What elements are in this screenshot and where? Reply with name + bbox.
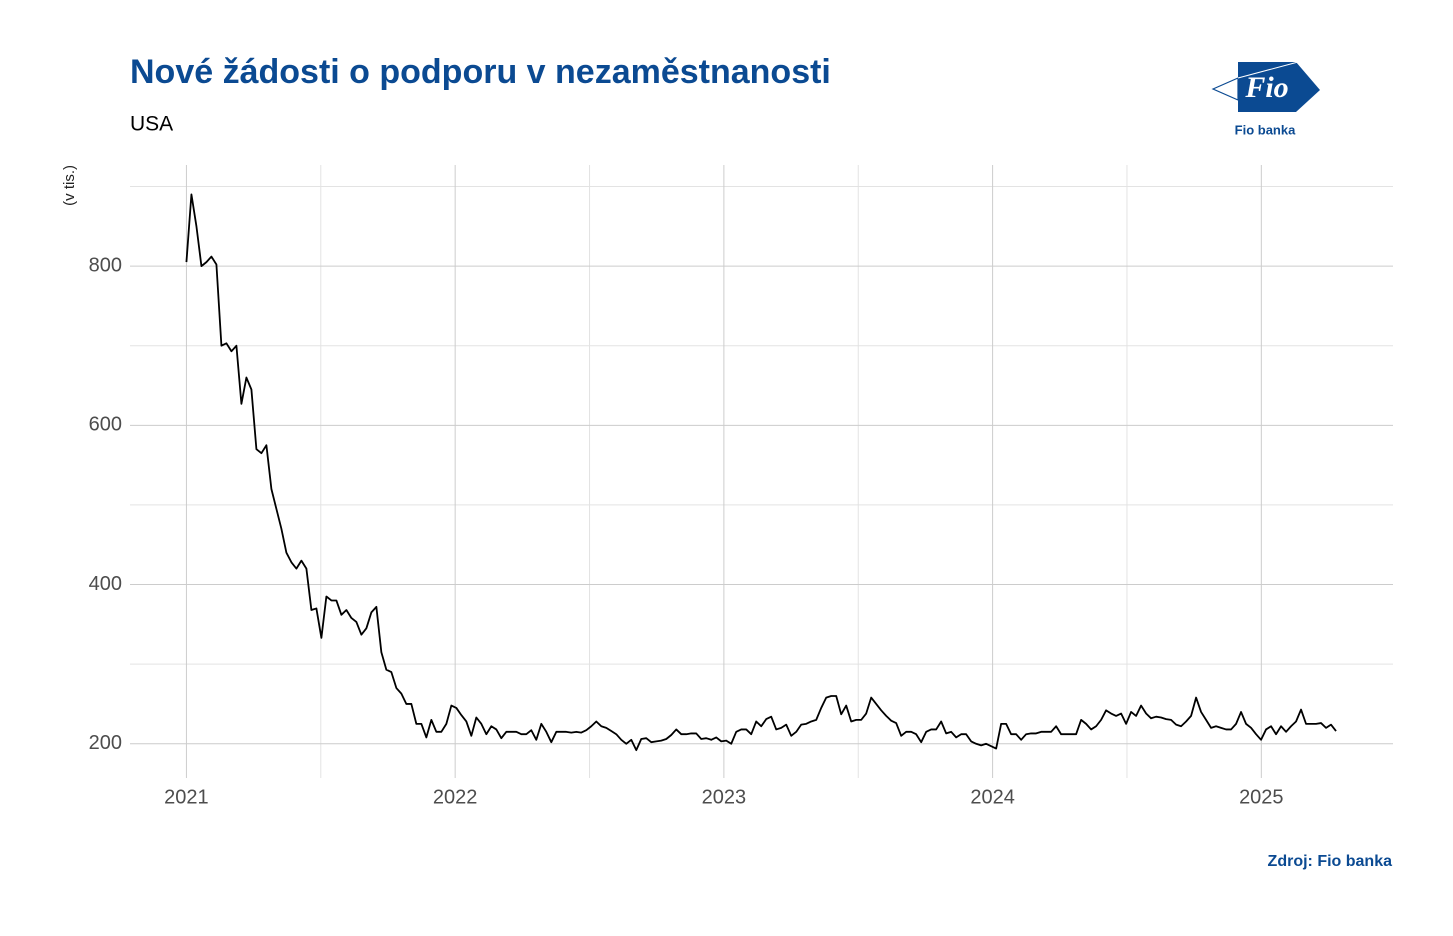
source-note: Zdroj: Fio banka [1268,853,1393,870]
y-axis-label: (v tis.) [61,165,78,206]
y-tick-label: 200 [89,732,122,754]
x-tick-label: 2022 [433,786,478,808]
y-tick-label: 800 [89,254,122,276]
x-tick-label: 2024 [970,786,1015,808]
chart-title: Nové žádosti o podporu v nezaměstnanosti [130,53,831,91]
logo-shape [1237,61,1299,79]
logo-shape [1238,62,1320,112]
logo-mark: Fio [1244,71,1288,104]
y-tick-label: 400 [89,573,122,595]
x-tick-label: 2025 [1239,786,1284,808]
logo: Fio Fio banka [1211,61,1320,137]
data-line [185,193,1337,752]
x-tick-label: 2023 [702,786,747,808]
y-tick-label: 600 [89,414,122,436]
x-tick-label: 2021 [164,786,209,808]
logo-name: Fio banka [1235,122,1296,137]
chart-subtitle: USA [130,113,173,136]
